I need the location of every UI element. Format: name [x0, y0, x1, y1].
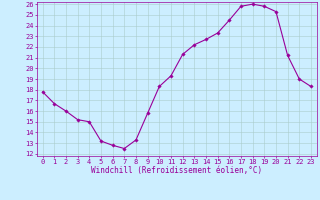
- X-axis label: Windchill (Refroidissement éolien,°C): Windchill (Refroidissement éolien,°C): [91, 166, 262, 175]
